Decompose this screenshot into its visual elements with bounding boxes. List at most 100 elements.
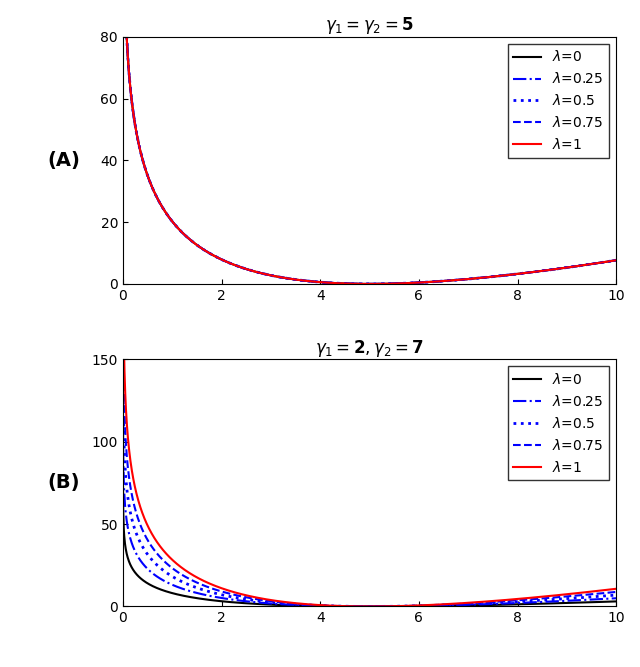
$\lambda$=0 — [346, 279, 353, 287]
$\lambda$=0.25 — [612, 594, 620, 602]
$\lambda$=0.25 — [365, 280, 373, 288]
Line: $\lambda$=0: $\lambda$=0 — [123, 483, 616, 606]
$\lambda$=0.5 — [508, 271, 515, 279]
$\lambda$=0.75 — [359, 280, 367, 288]
$\lambda$=0 — [365, 280, 373, 288]
$\lambda$=0.5 — [612, 591, 620, 599]
Line: $\lambda$=1: $\lambda$=1 — [123, 236, 616, 606]
$\lambda$=1 — [598, 586, 605, 594]
$\lambda$=0.75 — [598, 258, 605, 266]
$\lambda$=0.75 — [612, 588, 620, 596]
$\lambda$=1 — [145, 173, 152, 181]
$\lambda$=0 — [346, 602, 353, 610]
$\lambda$=0.5 — [346, 279, 353, 287]
$\lambda$=0.5 — [598, 592, 606, 600]
$\lambda$=0.25 — [598, 595, 605, 603]
$\lambda$=0.5 — [119, 324, 127, 332]
Line: $\lambda$=1: $\lambda$=1 — [123, 0, 616, 284]
$\lambda$=0.5 — [598, 258, 605, 266]
$\lambda$=0.75 — [598, 258, 606, 266]
Line: $\lambda$=0.5: $\lambda$=0.5 — [123, 0, 616, 284]
$\lambda$=0.25 — [145, 566, 152, 574]
$\lambda$=0 — [508, 271, 515, 279]
Text: (B): (B) — [47, 474, 80, 492]
$\lambda$=0.75 — [598, 589, 606, 597]
$\lambda$=0 — [598, 258, 606, 266]
$\lambda$=0 — [365, 602, 373, 610]
$\lambda$=0.5 — [346, 602, 353, 610]
Text: (A): (A) — [47, 151, 80, 170]
$\lambda$=0.25 — [612, 256, 620, 264]
$\lambda$=1 — [359, 280, 367, 288]
$\lambda$=0 — [612, 598, 620, 606]
$\lambda$=1 — [346, 279, 353, 287]
$\lambda$=0.5 — [359, 280, 367, 288]
Line: $\lambda$=0.75: $\lambda$=0.75 — [123, 0, 616, 284]
$\lambda$=0.25 — [359, 602, 367, 610]
$\lambda$=1 — [119, 232, 127, 240]
$\lambda$=0.5 — [365, 602, 373, 610]
Line: $\lambda$=0.75: $\lambda$=0.75 — [123, 251, 616, 606]
$\lambda$=0 — [598, 258, 605, 266]
$\lambda$=0.25 — [346, 602, 353, 610]
$\lambda$=0 — [612, 256, 620, 264]
$\lambda$=0.75 — [145, 537, 152, 545]
$\lambda$=1 — [612, 256, 620, 264]
$\lambda$=0.5 — [598, 258, 606, 266]
$\lambda$=1 — [598, 258, 606, 266]
$\lambda$=0.5 — [145, 551, 152, 559]
$\lambda$=0.75 — [598, 589, 605, 597]
$\lambda$=0.75 — [612, 256, 620, 264]
$\lambda$=1 — [598, 586, 606, 594]
$\lambda$=0.5 — [365, 280, 373, 288]
$\lambda$=0.75 — [365, 602, 373, 610]
$\lambda$=0.5 — [145, 173, 152, 181]
$\lambda$=0 — [145, 173, 152, 181]
$\lambda$=0.25 — [598, 258, 605, 266]
$\lambda$=0 — [598, 598, 606, 606]
$\lambda$=0.25 — [359, 280, 367, 288]
$\lambda$=0.25 — [598, 258, 606, 266]
$\lambda$=0.5 — [598, 592, 605, 600]
$\lambda$=1 — [598, 258, 605, 266]
Line: $\lambda$=0.25: $\lambda$=0.25 — [123, 0, 616, 284]
$\lambda$=0 — [119, 479, 127, 487]
$\lambda$=1 — [612, 585, 620, 593]
$\lambda$=0.25 — [508, 271, 515, 279]
$\lambda$=1 — [508, 271, 515, 279]
$\lambda$=0.75 — [145, 173, 152, 181]
Title: $\gamma_1 = \gamma_2 = \mathbf{5}$: $\gamma_1 = \gamma_2 = \mathbf{5}$ — [325, 15, 414, 36]
$\lambda$=0.25 — [145, 173, 152, 181]
$\lambda$=1 — [365, 280, 373, 288]
$\lambda$=0.75 — [508, 271, 515, 279]
Line: $\lambda$=0.25: $\lambda$=0.25 — [123, 406, 616, 606]
$\lambda$=0.25 — [598, 595, 606, 603]
$\lambda$=0.5 — [508, 598, 515, 606]
Line: $\lambda$=0: $\lambda$=0 — [123, 0, 616, 284]
Title: $\gamma_1 = \mathbf{2}, \gamma_2 = \mathbf{7}$: $\gamma_1 = \mathbf{2}, \gamma_2 = \math… — [316, 338, 424, 359]
Legend: $\lambda$=0, $\lambda$=0.25, $\lambda$=0.5, $\lambda$=0.75, $\lambda$=1: $\lambda$=0, $\lambda$=0.25, $\lambda$=0… — [508, 44, 609, 158]
$\lambda$=0.75 — [119, 247, 127, 255]
$\lambda$=0 — [508, 600, 515, 608]
$\lambda$=0 — [359, 280, 367, 288]
$\lambda$=0 — [598, 598, 605, 606]
Legend: $\lambda$=0, $\lambda$=0.25, $\lambda$=0.5, $\lambda$=0.75, $\lambda$=1: $\lambda$=0, $\lambda$=0.25, $\lambda$=0… — [508, 366, 609, 480]
$\lambda$=0.25 — [508, 599, 515, 607]
$\lambda$=0 — [359, 602, 367, 610]
$\lambda$=0.75 — [365, 280, 373, 288]
$\lambda$=1 — [145, 523, 152, 531]
Line: $\lambda$=0.5: $\lambda$=0.5 — [123, 328, 616, 606]
$\lambda$=0.25 — [346, 279, 353, 287]
$\lambda$=0.75 — [346, 602, 353, 610]
$\lambda$=0.75 — [508, 597, 515, 605]
$\lambda$=1 — [365, 602, 373, 610]
$\lambda$=0.75 — [359, 602, 367, 610]
$\lambda$=0.5 — [612, 256, 620, 264]
$\lambda$=1 — [508, 596, 515, 604]
$\lambda$=0.75 — [346, 279, 353, 287]
$\lambda$=1 — [346, 602, 353, 610]
$\lambda$=0.25 — [119, 402, 127, 410]
$\lambda$=0.5 — [359, 602, 367, 610]
$\lambda$=1 — [359, 602, 367, 610]
$\lambda$=0.25 — [365, 602, 373, 610]
